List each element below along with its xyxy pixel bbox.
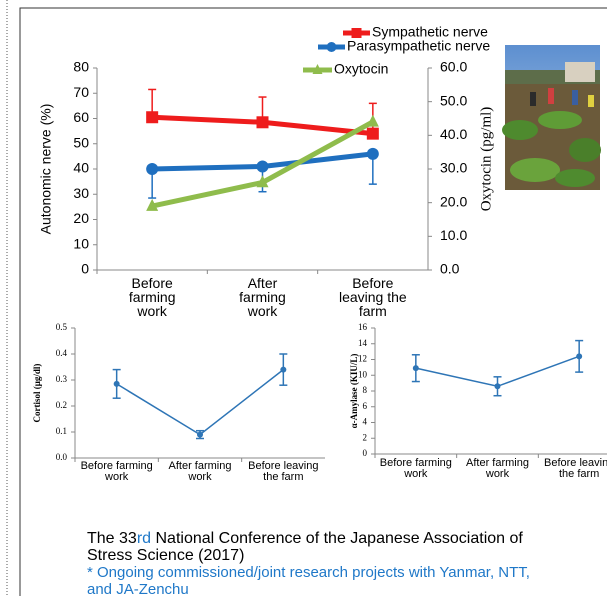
marker (366, 147, 379, 160)
y-tick-label: 10 (358, 369, 368, 379)
y-tick-label: 0.5 (56, 322, 68, 332)
marker (146, 163, 159, 175)
marker (494, 383, 501, 390)
y2-tick-label: 10.0 (440, 227, 467, 243)
y-tick-label: 60 (73, 109, 89, 125)
y2-tick-label: 20.0 (440, 193, 467, 209)
marker (113, 380, 120, 387)
y2-tick-label: 50.0 (440, 92, 467, 108)
marker (366, 114, 379, 127)
y-tick-label: 80 (73, 59, 89, 75)
marker (576, 353, 583, 360)
y-tick-label: 40 (73, 160, 89, 176)
marker (280, 366, 287, 373)
caption: The 33rd National Conference of the Japa… (87, 530, 557, 596)
y-tick-label: 0.3 (56, 374, 68, 384)
y-axis-label: Cortisol (μg/dl) (32, 364, 42, 423)
marker (326, 42, 337, 52)
legend-label: Sympathetic nerve (372, 24, 488, 40)
y-tick-label: 70 (73, 84, 89, 100)
x-tick-label: Before farming work (128, 275, 176, 319)
x-tick-label: After farming work (239, 275, 286, 319)
x-tick-label: Before farming work (379, 457, 452, 480)
x-tick-label: Before leaving the farm (248, 460, 319, 483)
y-tick-label: 6 (363, 401, 368, 411)
y-tick-label: 2 (363, 432, 368, 442)
x-tick-label: Before leaving the farm (338, 275, 407, 319)
citation-text: The 33 (87, 530, 137, 547)
y-tick-label: 10 (73, 235, 89, 251)
y2-tick-label: 30.0 (440, 160, 467, 176)
y-tick-label: 8 (363, 385, 368, 395)
series-line (116, 369, 284, 436)
y-tick-label: 0.2 (56, 400, 67, 410)
note: * Ongoing commissioned/joint research pr… (87, 564, 530, 596)
x-tick-label: After farming work (466, 457, 529, 480)
y-tick-label: 0 (81, 261, 89, 277)
y2-tick-label: 40.0 (440, 126, 467, 142)
y-tick-label: 0.1 (56, 426, 67, 436)
y-tick-label: 12 (358, 354, 367, 364)
photo (502, 45, 601, 190)
marker (351, 28, 362, 38)
y-tick-label: 0.4 (56, 348, 68, 358)
y-axis-label: α-Amylase (KIU/L) (349, 354, 359, 429)
marker (256, 160, 269, 173)
frame (19, 7, 607, 596)
y-tick-label: 30 (73, 185, 89, 201)
y-tick-label: 50 (73, 134, 89, 150)
x-tick-label: After farming work (168, 460, 232, 483)
y-axis-label: Autonomic nerve (%) (38, 104, 54, 235)
marker (146, 111, 159, 124)
marker (412, 365, 419, 372)
marker (366, 127, 379, 140)
y-tick-label: 14 (358, 338, 368, 348)
marker (256, 116, 269, 129)
citation-text: National Conference of the Japanese Asso… (87, 530, 523, 564)
x-tick-label: Before leaving the farm (543, 457, 607, 480)
citation-text: rd (136, 530, 152, 547)
y2-tick-label: 0.0 (440, 261, 460, 277)
y-tick-label: 20 (73, 210, 89, 226)
y-tick-label: 4 (363, 417, 368, 427)
y-tick-label: 0.0 (56, 452, 68, 462)
x-tick-label: Before farming work (80, 460, 153, 483)
legend-label: Parasympathetic nerve (347, 38, 490, 54)
y2-axis-label: Oxytocin (pg/ml) (478, 107, 494, 212)
marker (146, 198, 159, 211)
y-tick-label: 0 (363, 448, 368, 458)
marker (312, 64, 323, 74)
citation: The 33rd National Conference of the Japa… (87, 530, 557, 564)
y2-tick-label: 60.0 (440, 59, 467, 75)
legend-label: Oxytocin (334, 61, 388, 77)
marker (256, 175, 269, 188)
marker (197, 431, 203, 438)
y-tick-label: 16 (358, 322, 368, 332)
